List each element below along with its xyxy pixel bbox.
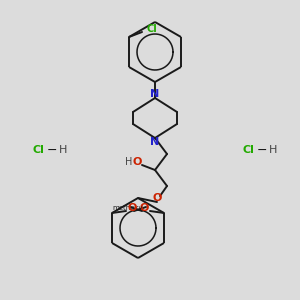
Text: H: H: [59, 145, 67, 155]
Text: O: O: [132, 157, 142, 167]
Text: O: O: [139, 203, 149, 213]
Text: methoxy: methoxy: [113, 205, 143, 211]
Text: Cl: Cl: [146, 24, 157, 34]
Text: −: −: [257, 143, 267, 157]
Text: N: N: [150, 89, 160, 99]
Text: O: O: [152, 193, 162, 203]
Text: −: −: [47, 143, 57, 157]
Text: H: H: [269, 145, 277, 155]
Text: N: N: [150, 137, 160, 147]
Text: O: O: [127, 203, 137, 213]
Text: H: H: [125, 157, 133, 167]
Text: Cl: Cl: [32, 145, 44, 155]
Text: Cl: Cl: [242, 145, 254, 155]
